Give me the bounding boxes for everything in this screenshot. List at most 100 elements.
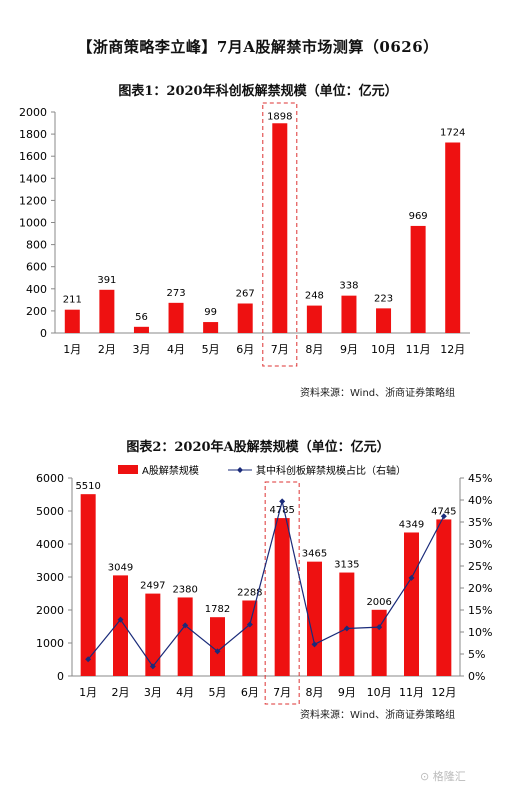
chart2-bar <box>80 494 96 676</box>
chart2-series-line <box>87 501 445 668</box>
chart1-y-tick-label: 1800 <box>19 128 47 141</box>
chart2-bar <box>242 600 258 676</box>
chart2-y2-tick-label: 5% <box>468 648 485 661</box>
chart1-bar <box>133 326 149 333</box>
chart2-y-tick-label: 2000 <box>36 604 64 617</box>
chart2-y-tick-label: 5000 <box>36 505 64 518</box>
chart1-data-label: 1724 <box>440 127 465 138</box>
chart2-line-point <box>343 625 350 632</box>
chart1-svg: 0 200 400 600 800 1000 1200 1400 1600 1800 2000 211… <box>19 102 470 367</box>
chart2-data-label: 2288 <box>237 587 262 598</box>
chart1-x-tick-label: 2月 <box>98 343 116 356</box>
chart2-svg: 0 1000 2000 3000 4000 5000 6000 0% 5% 10% 15% 20% 25… <box>36 464 492 705</box>
chart1-bar <box>376 308 392 333</box>
chart1-x-tick-label: 11月 <box>406 343 431 356</box>
chart2-data-label: 3049 <box>108 562 133 573</box>
chart2-bar <box>177 597 193 676</box>
chart2-data-label: 3135 <box>334 560 359 571</box>
chart2-data-label: 1782 <box>205 604 230 615</box>
chart2-highlight-box <box>264 481 300 705</box>
chart1-highlight-box <box>262 102 298 367</box>
chart1-data-label: 248 <box>305 291 324 302</box>
chart2-bar <box>145 593 161 676</box>
chart2-y2-tick-label: 10% <box>468 626 492 639</box>
chart2-bar <box>404 532 419 676</box>
chart2-y2-tick-label: 40% <box>468 494 492 507</box>
chart2-line-point <box>408 574 415 581</box>
chart1-bar <box>203 322 219 333</box>
chart1-data-label: 56 <box>135 312 148 323</box>
chart1-data-label: 99 <box>204 307 217 318</box>
chart2-legend-line-marker <box>237 467 243 473</box>
chart1-x-tick-label: 10月 <box>371 343 396 356</box>
chart1-y-tick-label: 200 <box>26 305 47 318</box>
chart1-x-tick-label: 6月 <box>236 343 254 356</box>
chart2-line-point <box>279 498 286 505</box>
chart2-x-tick-label: 1月 <box>79 686 97 699</box>
chart1-y-tick-label: 400 <box>26 283 47 296</box>
chart2-bar <box>274 518 290 676</box>
chart2-x-tick-label: 10月 <box>367 686 392 699</box>
chart2-legend-bar-swatch <box>118 465 138 474</box>
chart2-y2-tick-label: 0% <box>468 670 485 683</box>
chart2-x-tick-label: 8月 <box>306 686 324 699</box>
chart2-y2-tick-label: 45% <box>468 472 492 485</box>
chart2-x-tick-label: 5月 <box>209 686 227 699</box>
chart2-data-label: 4349 <box>399 519 424 530</box>
chart2-title: 图表2：2020年A股解禁规模（单位：亿元） <box>126 440 390 455</box>
chart2-y2-tick-label: 20% <box>468 582 492 595</box>
chart2-x-tick-label: 6月 <box>241 686 259 699</box>
chart1-y-tick-label: 1600 <box>19 150 47 163</box>
chart2-bar <box>339 572 355 676</box>
chart1-y-tick-label: 1400 <box>19 172 47 185</box>
chart1-data-label: 223 <box>374 293 393 304</box>
chart2-y-tick-label: 3000 <box>36 571 64 584</box>
chart1-x-tick-label: 8月 <box>305 343 323 356</box>
chart1-data-label: 391 <box>97 275 116 286</box>
chart2-data-label: 4745 <box>431 506 456 517</box>
watermark-text: 格隆汇 <box>432 770 466 783</box>
chart2-line-point <box>214 648 221 655</box>
chart2-data-label: 2006 <box>366 597 391 608</box>
page-title: 【浙商策略李立峰】7月A股解禁市场测算（0626） <box>77 38 439 56</box>
chart1-y-tick-label: 1200 <box>19 194 47 207</box>
chart2-data-label: 3465 <box>302 549 327 560</box>
chart1-y-tick-label: 1000 <box>19 217 47 230</box>
chart1-source: 资料来源：Wind、浙商证券策略组 <box>300 388 456 399</box>
chart2-line-point <box>311 641 318 648</box>
chart1-bar <box>306 305 322 333</box>
chart1-bar <box>99 289 115 333</box>
chart1-data-label: 273 <box>166 288 185 299</box>
chart1-y-tick-label: 600 <box>26 261 47 274</box>
chart1-x-tick-label: 1月 <box>63 343 81 356</box>
chart1-x-tick-label: 3月 <box>132 343 150 356</box>
chart2-y2-tick-label: 30% <box>468 538 492 551</box>
watermark-logo: ⊙ 格隆汇 <box>420 770 466 783</box>
chart2-line-point <box>440 513 447 520</box>
chart1-y-tick-label: 2000 <box>19 106 47 119</box>
chart1-bar <box>237 303 253 333</box>
chart1-title: 图表1：2020年科创板解禁规模（单位：亿元） <box>118 84 398 99</box>
chart2-x-tick-label: 12月 <box>431 686 456 699</box>
chart1-x-tick-label: 5月 <box>202 343 220 356</box>
chart2-x-tick-label: 11月 <box>399 686 424 699</box>
chart2-line-point <box>246 621 253 628</box>
chart1-bar <box>272 123 288 333</box>
chart2-bar <box>307 561 322 676</box>
chart1-bar <box>168 302 184 333</box>
chart1-data-label: 969 <box>409 211 428 222</box>
chart1-x-tick-label: 9月 <box>340 343 358 356</box>
chart2-bar <box>113 575 128 676</box>
chart2-y-tick-label: 0 <box>57 670 64 683</box>
chart1-bar <box>410 225 426 333</box>
chart1-y-tick-label: 800 <box>26 239 47 252</box>
chart2-x-tick-label: 2月 <box>112 686 130 699</box>
chart2-y2-tick-label: 35% <box>468 516 492 529</box>
chart1-data-label: 211 <box>63 295 82 306</box>
chart2-legend-bar-label: A股解禁规模 <box>142 464 199 477</box>
chart1-bar <box>341 295 357 333</box>
chart2-y-tick-label: 6000 <box>36 472 64 485</box>
chart1-bar <box>64 309 80 333</box>
chart2-y-tick-label: 4000 <box>36 538 64 551</box>
chart2-x-tick-label: 7月 <box>273 686 291 699</box>
